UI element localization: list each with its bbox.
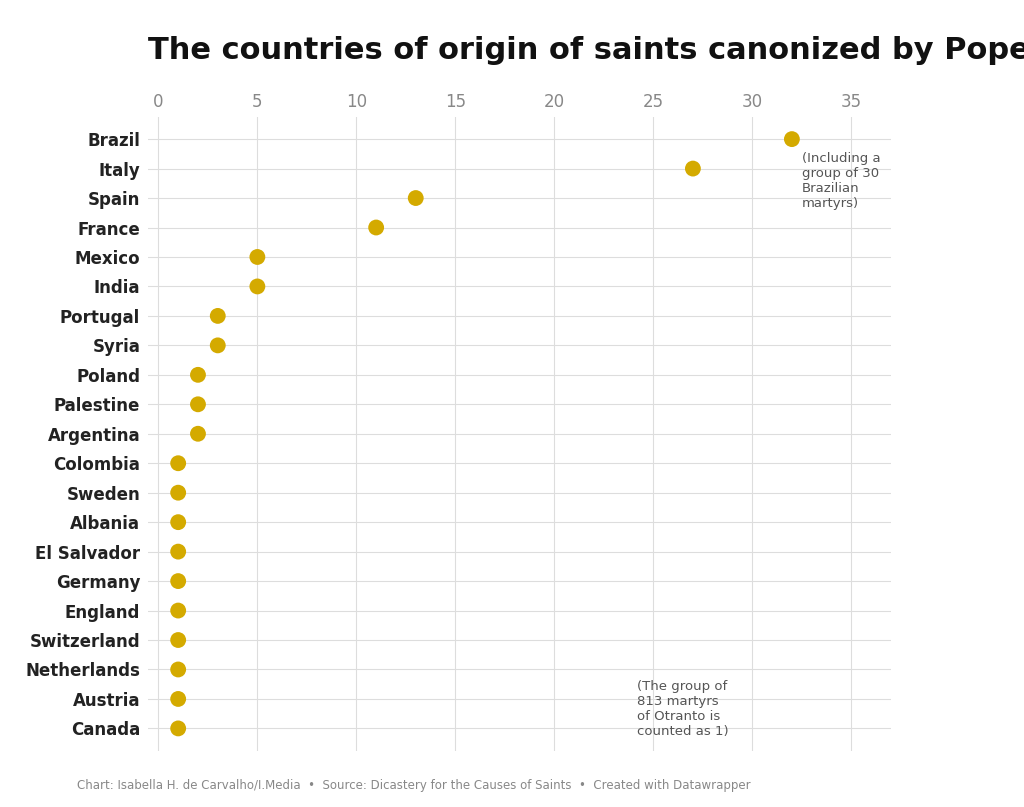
Point xyxy=(170,722,186,735)
Point xyxy=(685,162,701,175)
Point xyxy=(189,398,206,411)
Point xyxy=(210,309,226,322)
Text: Chart: Isabella H. de Carvalho/I.Media  •  Source: Dicastery for the Causes of S: Chart: Isabella H. de Carvalho/I.Media •… xyxy=(77,780,751,792)
Point xyxy=(170,457,186,470)
Point xyxy=(408,191,424,204)
Point xyxy=(170,633,186,646)
Point xyxy=(249,280,265,293)
Point xyxy=(368,221,384,234)
Text: The countries of origin of saints canonized by Pope Francis: The countries of origin of saints canoni… xyxy=(148,36,1024,65)
Point xyxy=(170,604,186,617)
Point xyxy=(249,250,265,263)
Point xyxy=(170,487,186,500)
Text: (Including a
group of 30
Brazilian
martyrs): (Including a group of 30 Brazilian marty… xyxy=(802,153,881,211)
Text: (The group of
813 martyrs
of Otranto is
counted as 1): (The group of 813 martyrs of Otranto is … xyxy=(638,679,729,738)
Point xyxy=(170,663,186,676)
Point xyxy=(170,575,186,587)
Point xyxy=(170,692,186,705)
Point xyxy=(170,546,186,558)
Point xyxy=(189,427,206,440)
Point xyxy=(210,339,226,352)
Point xyxy=(170,516,186,529)
Point xyxy=(189,368,206,381)
Point xyxy=(783,132,800,145)
